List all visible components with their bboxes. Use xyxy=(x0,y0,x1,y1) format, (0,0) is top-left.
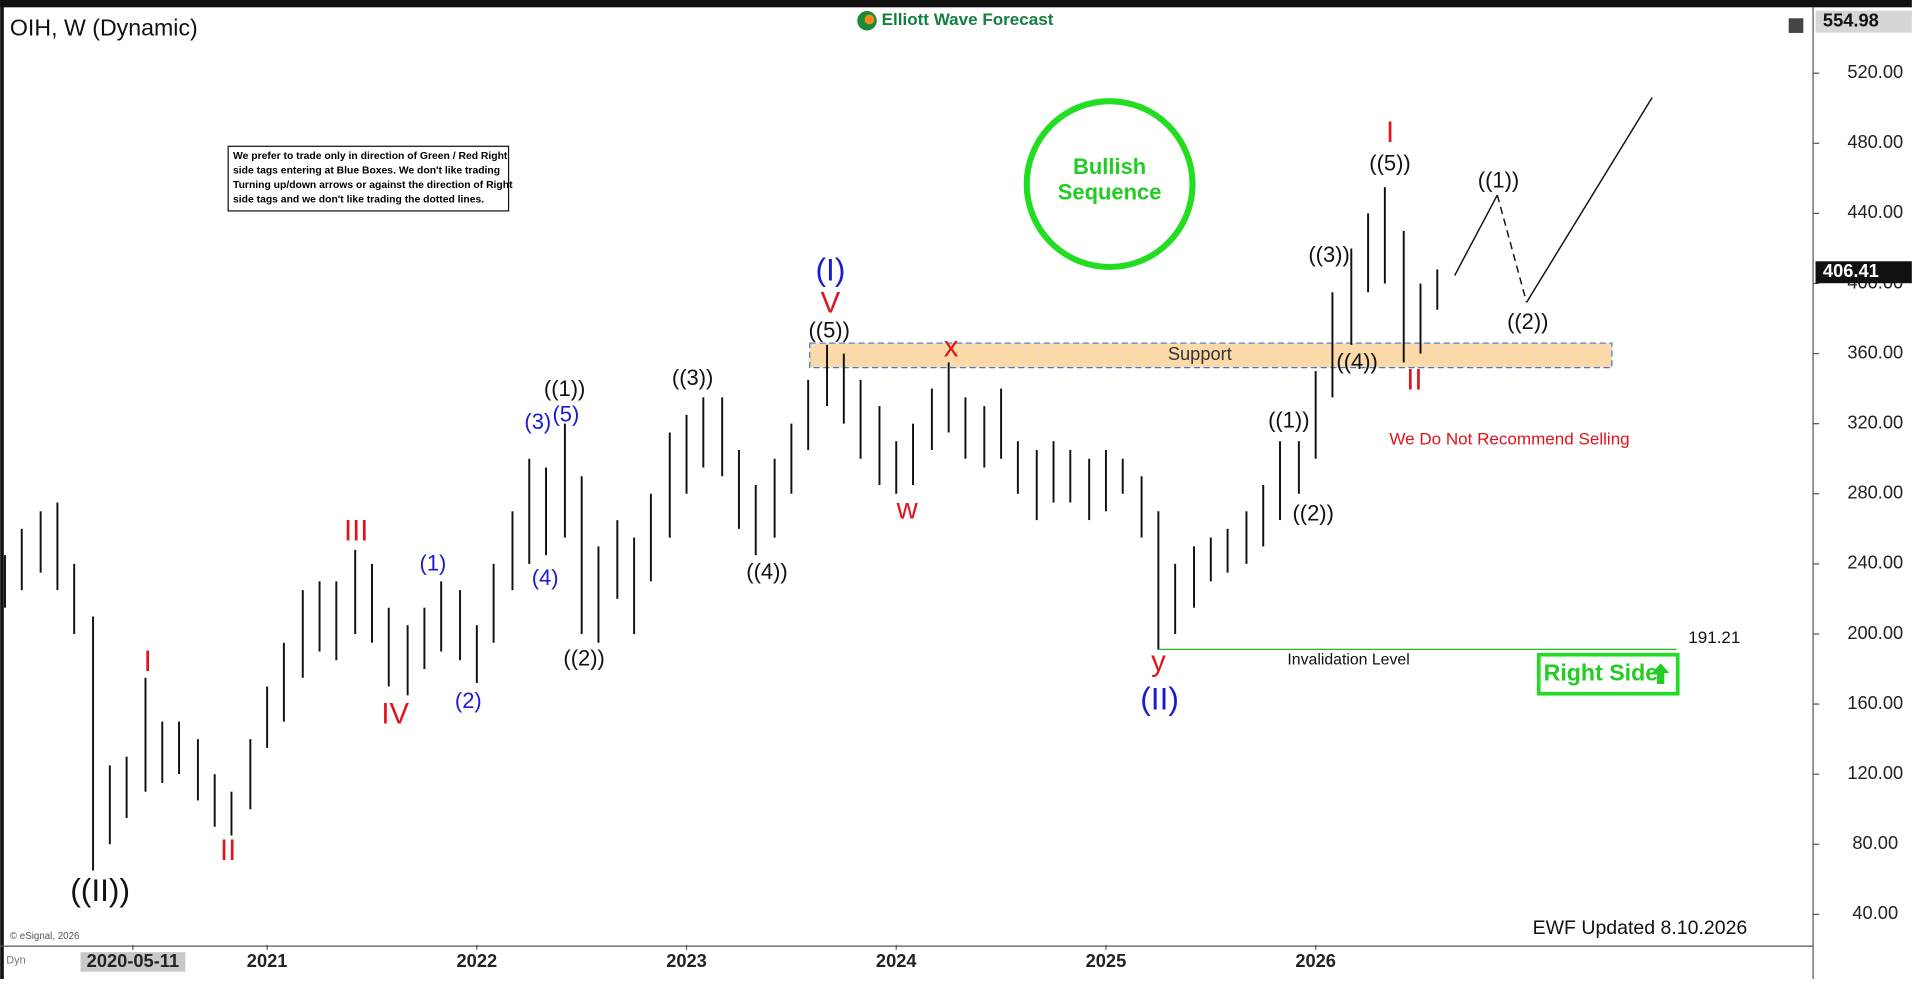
x-tick-label: 2025 xyxy=(1086,950,1127,971)
last-price-box xyxy=(1815,261,1912,284)
x-tick-label: 2026 xyxy=(1295,950,1336,971)
wave-label: ((4)) xyxy=(746,559,787,584)
support-label: Support xyxy=(1168,343,1232,364)
wave-label: ((1)) xyxy=(1478,167,1519,192)
note-line: We prefer to trade only in direction of … xyxy=(233,151,508,162)
wave-label: y xyxy=(1151,646,1166,678)
y-tick-label: 240.00 xyxy=(1847,552,1903,573)
note-line: side tags and we don't like trading the … xyxy=(233,195,484,206)
wave-label: ((3)) xyxy=(1308,242,1349,267)
wave-label: (3) xyxy=(524,409,551,434)
wave-label: ((4)) xyxy=(1336,349,1377,374)
last-price: 406.41 xyxy=(1823,260,1879,281)
wave-label: ((2)) xyxy=(563,645,604,670)
y-tick-label: 200.00 xyxy=(1847,622,1903,643)
x-tick-label: 2022 xyxy=(457,950,498,971)
support-zone xyxy=(809,342,1613,369)
y-tick-label: 360.00 xyxy=(1847,341,1903,362)
copyright: © eSignal, 2026 xyxy=(10,931,80,942)
y-tick-label: 40.00 xyxy=(1852,902,1898,923)
high-marker-box xyxy=(1815,10,1912,33)
brand-logo-dot xyxy=(864,14,875,25)
wave-label: x xyxy=(944,331,959,363)
badge-text: Bullish xyxy=(1073,154,1146,179)
wave-label: (II) xyxy=(1140,680,1179,716)
plot: Support 40.00 80.00 120.00 160.00 200.00 240.0… xyxy=(4,9,1912,972)
brand: Elliott Wave Forecast xyxy=(882,10,1054,29)
note-line: Turning up/down arrows or against the di… xyxy=(233,180,513,191)
x-tick-highlight xyxy=(80,952,186,972)
x-tick-label: 2023 xyxy=(666,950,707,971)
y-tick-label: 480.00 xyxy=(1847,131,1903,152)
projection xyxy=(1525,97,1653,303)
wave-label: ((5)) xyxy=(808,317,849,342)
sequence-badge xyxy=(1023,98,1196,271)
right-side: Right Side xyxy=(1544,659,1659,685)
wave-label: ((II)) xyxy=(70,872,130,908)
wave-label: ((2)) xyxy=(1507,309,1548,334)
y-tick-label: 520.00 xyxy=(1847,61,1903,82)
invalidation-label: Invalidation Level xyxy=(1287,652,1409,669)
x-tick-label: 2020-05-11 xyxy=(87,950,179,971)
up-arrow xyxy=(1652,663,1670,684)
y-tick-label: 120.00 xyxy=(1847,762,1903,783)
x-tick-label: 2024 xyxy=(876,950,917,971)
wave-label: ((1)) xyxy=(544,376,585,401)
wave-label: I xyxy=(144,646,152,678)
y-tick-label: 440.00 xyxy=(1847,201,1903,222)
icon xyxy=(1788,18,1804,33)
invalidation-value: 191.21 xyxy=(1688,628,1740,647)
left-border xyxy=(0,0,4,979)
wave-label: IV xyxy=(381,698,409,730)
wave-label: w xyxy=(896,494,919,526)
wave-label: (4) xyxy=(532,565,559,590)
wave-label: (I) xyxy=(815,251,845,287)
y-tick-label: 320.00 xyxy=(1847,412,1903,433)
wave-label: ((1)) xyxy=(1268,408,1309,433)
wave-label: I xyxy=(1386,117,1394,149)
badge-text: Sequence xyxy=(1058,180,1162,205)
note-line: side tags entering at Blue Boxes. We don… xyxy=(233,165,500,176)
top-border xyxy=(0,0,1912,8)
chart-title: OIH, W (Dynamic) xyxy=(10,14,198,40)
right-side-box xyxy=(1536,652,1680,696)
wave-labels: ((II)) I II III IV (1) (2) (3) (4) (5) (… xyxy=(70,117,1548,908)
x-tick-label: 2021 xyxy=(247,950,288,971)
wave-label: ((3)) xyxy=(672,365,713,390)
projection-dashed xyxy=(1496,194,1528,303)
y-tick-label: 80.00 xyxy=(1852,832,1898,853)
wave-label: III xyxy=(344,516,368,548)
note-box xyxy=(227,145,510,212)
wave-label: (1) xyxy=(420,550,447,575)
wave-label: II xyxy=(220,835,236,867)
wave-label: ((5)) xyxy=(1369,150,1410,175)
projection xyxy=(1453,194,1498,276)
wave-label: (5) xyxy=(552,402,579,427)
wave-label: II xyxy=(1406,364,1422,396)
y-tick-label: 280.00 xyxy=(1847,482,1903,503)
wave-label: (2) xyxy=(455,688,482,713)
warning: We Do Not Recommend Selling xyxy=(1389,430,1629,449)
updated: EWF Updated 8.10.2026 xyxy=(1533,917,1748,939)
wave-label: ((2)) xyxy=(1293,500,1334,525)
wave-label: V xyxy=(821,288,841,320)
mode: Dyn xyxy=(6,955,26,967)
high-marker: 554.98 xyxy=(1823,9,1879,30)
y-tick-label: 160.00 xyxy=(1847,692,1903,713)
brand-box xyxy=(852,8,1063,35)
